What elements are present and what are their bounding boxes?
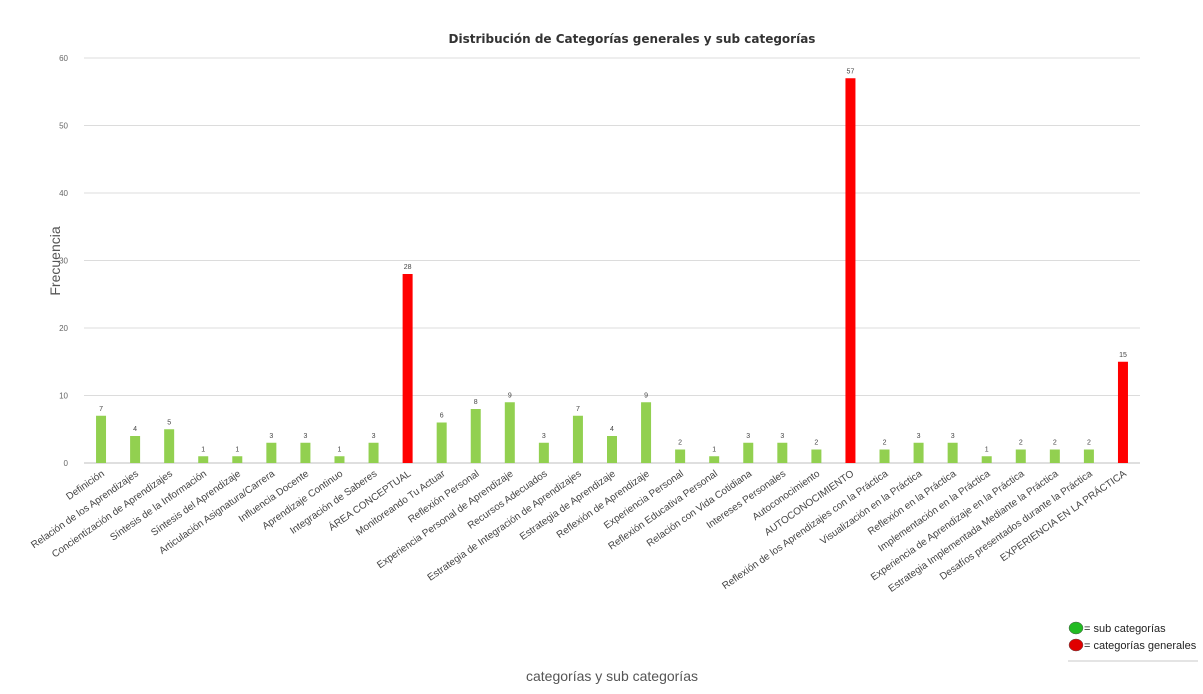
data-label: 3 — [780, 433, 784, 440]
bar — [572, 415, 583, 463]
data-label: 3 — [542, 433, 546, 440]
red-dot-icon — [1068, 638, 1084, 652]
data-label: 57 — [847, 68, 855, 75]
data-label: 9 — [508, 392, 512, 399]
data-label: 15 — [1119, 352, 1127, 359]
bar — [1015, 449, 1026, 463]
data-label: 4 — [610, 426, 614, 433]
bar — [164, 429, 175, 463]
bar — [436, 422, 447, 463]
y-axis-title: Frecuencia — [47, 226, 63, 295]
bar — [607, 436, 617, 463]
data-label: 1 — [712, 446, 716, 453]
legend-label: = categorías generales — [1084, 640, 1197, 652]
y-axis-ticks: 0 10 20 30 40 50 60 — [59, 54, 68, 468]
y-tick-label: 50 — [59, 122, 68, 131]
data-label: 2 — [883, 440, 887, 447]
data-label: 28 — [404, 264, 412, 271]
x-axis-title: categorías y sub categorías — [526, 668, 698, 684]
bar — [743, 442, 754, 463]
data-label: 3 — [951, 433, 955, 440]
data-label: 2 — [1019, 440, 1023, 447]
data-label: 6 — [440, 413, 444, 420]
data-label: 1 — [235, 446, 239, 453]
data-label: 1 — [985, 446, 989, 453]
y-tick-label: 0 — [64, 459, 69, 468]
data-label: 1 — [338, 446, 342, 453]
bar — [198, 456, 209, 463]
data-label: 2 — [814, 440, 818, 447]
data-label: 8 — [474, 399, 478, 406]
bar — [981, 456, 992, 463]
data-label: 3 — [917, 433, 921, 440]
data-label: 1 — [201, 446, 205, 453]
data-labels: 7 4 5 1 1 3 3 1 3 28 6 8 9 3 7 4 9 2 1 3 3 2 57 2 3 3 1 2 2 2 15 — [99, 68, 1127, 453]
data-label: 9 — [644, 392, 648, 399]
bar — [368, 442, 379, 463]
bar — [232, 456, 243, 463]
bar — [300, 442, 311, 463]
chart-title: Distribución de Categorías generales y s… — [449, 32, 816, 46]
gridlines — [84, 57, 1140, 464]
y-tick-label: 40 — [59, 189, 68, 198]
bar — [504, 402, 515, 463]
bar — [96, 415, 107, 463]
data-label: 3 — [746, 433, 750, 440]
bar — [538, 442, 549, 463]
legend: = sub categorías = categorías generales — [1068, 621, 1198, 662]
y-tick-label: 20 — [59, 324, 68, 333]
bar — [470, 409, 481, 463]
data-label: 7 — [576, 406, 580, 413]
bar — [1083, 449, 1094, 463]
data-label: 3 — [372, 433, 376, 440]
green-dot-icon — [1068, 621, 1084, 635]
data-label: 3 — [303, 433, 307, 440]
bar — [811, 449, 822, 463]
data-label: 4 — [133, 426, 137, 433]
bar — [641, 402, 652, 463]
bar — [709, 456, 720, 463]
bar — [402, 274, 413, 463]
bar — [947, 442, 958, 463]
data-label: 2 — [1053, 440, 1057, 447]
bar — [130, 436, 141, 463]
bar — [1049, 449, 1060, 463]
y-tick-label: 30 — [59, 257, 68, 266]
data-label: 3 — [269, 433, 273, 440]
bar — [675, 449, 686, 463]
legend-label: = sub categorías — [1084, 623, 1166, 635]
bar — [334, 456, 345, 463]
y-tick-label: 10 — [59, 392, 68, 401]
bar — [777, 442, 788, 463]
bar — [1117, 361, 1128, 463]
data-label: 2 — [1087, 440, 1091, 447]
bar — [913, 442, 924, 463]
bars — [96, 78, 1128, 463]
data-label: 2 — [678, 440, 682, 447]
bar — [266, 442, 277, 463]
bar — [845, 78, 856, 463]
bar — [879, 449, 890, 463]
data-label: 5 — [167, 419, 171, 426]
y-tick-label: 60 — [59, 54, 68, 63]
data-label: 7 — [99, 406, 103, 413]
